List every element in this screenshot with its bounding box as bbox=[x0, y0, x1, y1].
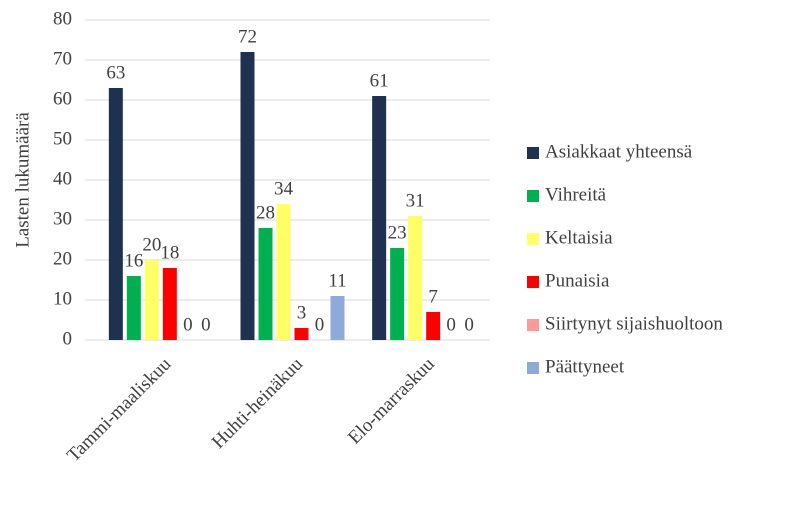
legend-label: Keltaisia bbox=[545, 227, 613, 248]
legend-swatch bbox=[527, 190, 539, 202]
legend-swatch bbox=[527, 276, 539, 288]
bar bbox=[162, 268, 177, 340]
y-tick-label: 70 bbox=[53, 48, 72, 69]
data-label: 0 bbox=[183, 314, 193, 335]
legend-label: Siirtynyt sijaishuoltoon bbox=[545, 313, 723, 334]
bar bbox=[126, 276, 141, 340]
y-tick-label: 30 bbox=[53, 208, 72, 229]
data-label: 63 bbox=[106, 62, 125, 83]
bar bbox=[390, 248, 405, 340]
legend-swatch bbox=[527, 233, 539, 245]
data-label: 31 bbox=[406, 190, 425, 211]
x-tick-label: Huhti-heinäkuu bbox=[208, 353, 308, 453]
legend-swatch bbox=[527, 319, 539, 331]
bar bbox=[108, 88, 123, 340]
data-label: 0 bbox=[315, 314, 325, 335]
y-axis-title: Lasten lukumäärä bbox=[12, 112, 33, 248]
data-label: 16 bbox=[124, 250, 143, 271]
data-label: 0 bbox=[464, 314, 474, 335]
data-label: 20 bbox=[142, 234, 161, 255]
bar bbox=[408, 216, 423, 340]
data-label: 28 bbox=[256, 202, 275, 223]
y-tick-label: 0 bbox=[63, 328, 73, 349]
legend-label: Vihreitä bbox=[545, 184, 607, 205]
bar bbox=[294, 328, 309, 340]
y-tick-label: 40 bbox=[53, 168, 72, 189]
data-label: 18 bbox=[160, 242, 179, 263]
data-label: 34 bbox=[274, 178, 294, 199]
legend-label: Punaisia bbox=[545, 270, 610, 291]
data-label: 7 bbox=[428, 286, 438, 307]
data-label: 0 bbox=[446, 314, 456, 335]
bar bbox=[372, 96, 387, 340]
bar bbox=[330, 296, 345, 340]
bar bbox=[258, 228, 273, 340]
data-label: 72 bbox=[238, 26, 257, 47]
data-label: 61 bbox=[370, 70, 389, 91]
x-tick-label: Tammi-maaliskuu bbox=[63, 353, 176, 466]
bar bbox=[240, 52, 255, 340]
legend-swatch bbox=[527, 147, 539, 159]
x-tick-label: Elo-marraskuu bbox=[344, 353, 439, 448]
bar bbox=[426, 312, 441, 340]
y-tick-label: 60 bbox=[53, 88, 72, 109]
y-tick-label: 20 bbox=[53, 248, 72, 269]
legend-swatch bbox=[527, 362, 539, 374]
y-tick-label: 80 bbox=[53, 8, 72, 29]
data-label: 0 bbox=[201, 314, 211, 335]
data-label: 11 bbox=[328, 270, 346, 291]
legend-label: Asiakkaat yhteensä bbox=[545, 141, 693, 162]
bar bbox=[276, 204, 291, 340]
y-tick-label: 10 bbox=[53, 288, 72, 309]
data-label: 23 bbox=[388, 222, 407, 243]
legend-label: Päättyneet bbox=[545, 356, 625, 377]
data-label: 3 bbox=[297, 302, 307, 323]
bar bbox=[144, 260, 159, 340]
y-tick-label: 50 bbox=[53, 128, 72, 149]
